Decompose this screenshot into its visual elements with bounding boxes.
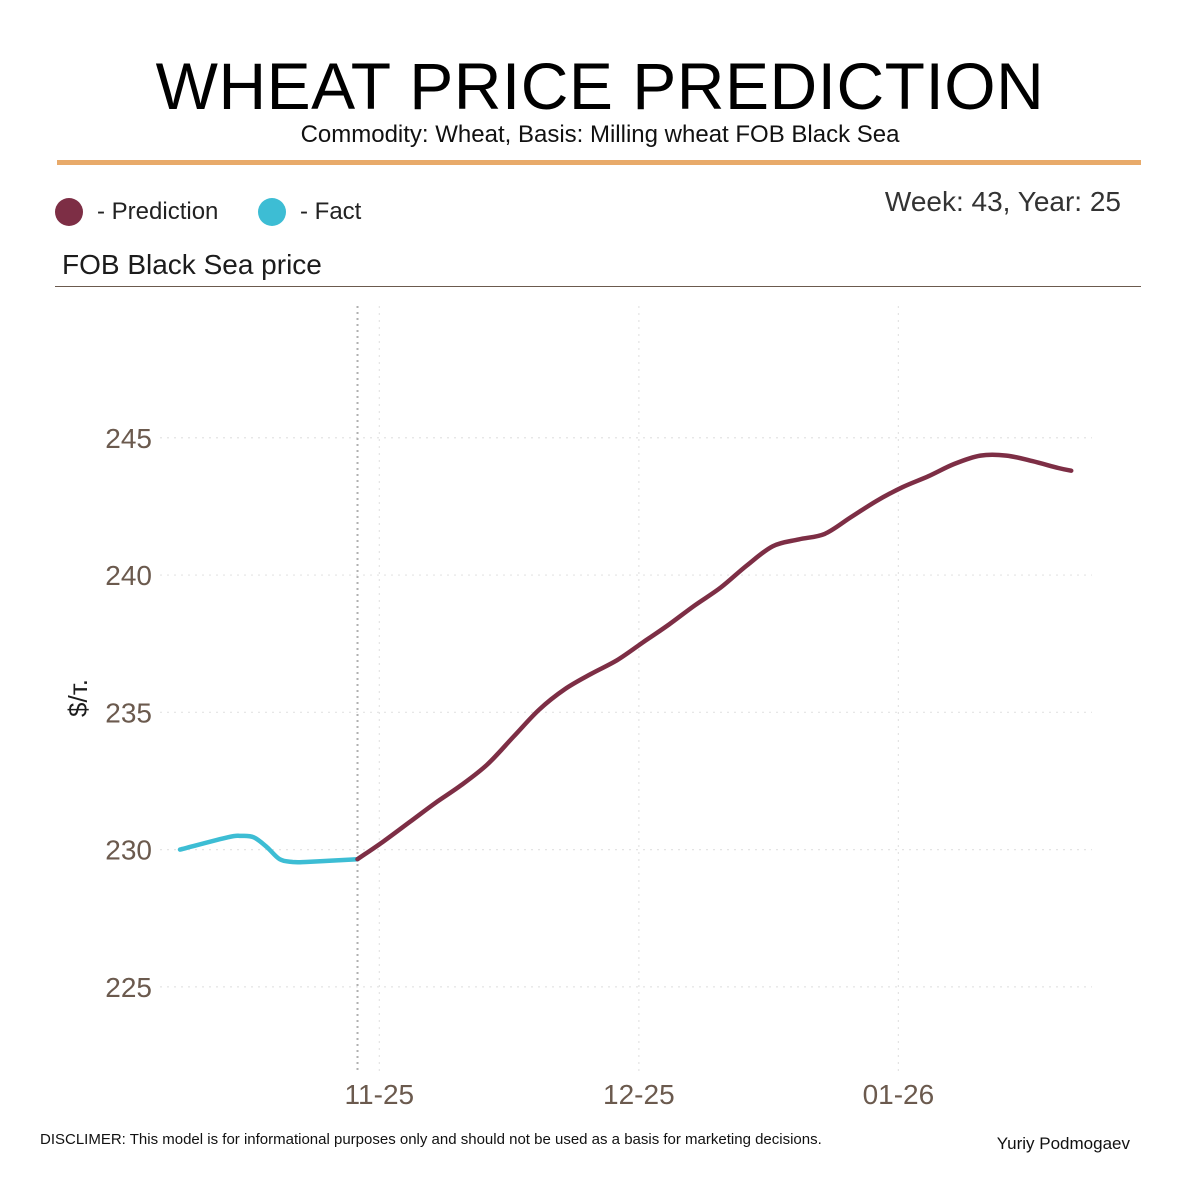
x-tick-label: 12-25 [603,1079,675,1110]
y-tick-label: 230 [105,835,152,866]
y-tick-label: 245 [105,423,152,454]
week-year-label: Week: 43, Year: 25 [884,186,1121,217]
disclaimer: DISCLIMER: This model is for information… [40,1131,822,1148]
accent-divider [57,160,1141,165]
series-line-fact [177,833,360,865]
chart-subtitle: Commodity: Wheat, Basis: Milling wheat F… [300,121,900,148]
series-line-prediction [355,452,1074,862]
prediction-marker-icon [55,198,83,226]
x-tick-label: 01-26 [863,1079,935,1110]
chart-title: WHEAT PRICE PREDICTION [155,49,1045,123]
y-tick-label: 225 [105,972,152,1003]
legend-prediction: - Prediction [55,194,218,230]
y-tick-label: 240 [105,560,152,591]
legend-fact: - Fact [258,194,361,230]
legend-prediction-label: - Prediction [97,198,219,225]
y-tick-label: 235 [105,697,152,728]
section-divider [55,286,1141,287]
legend-fact-label: - Fact [300,198,362,225]
section-label: FOB Black Sea price [62,249,322,280]
x-tick-label: 11-25 [345,1079,415,1110]
fact-marker-icon [258,198,286,226]
author: Yuriy Podmogaev [996,1134,1130,1153]
